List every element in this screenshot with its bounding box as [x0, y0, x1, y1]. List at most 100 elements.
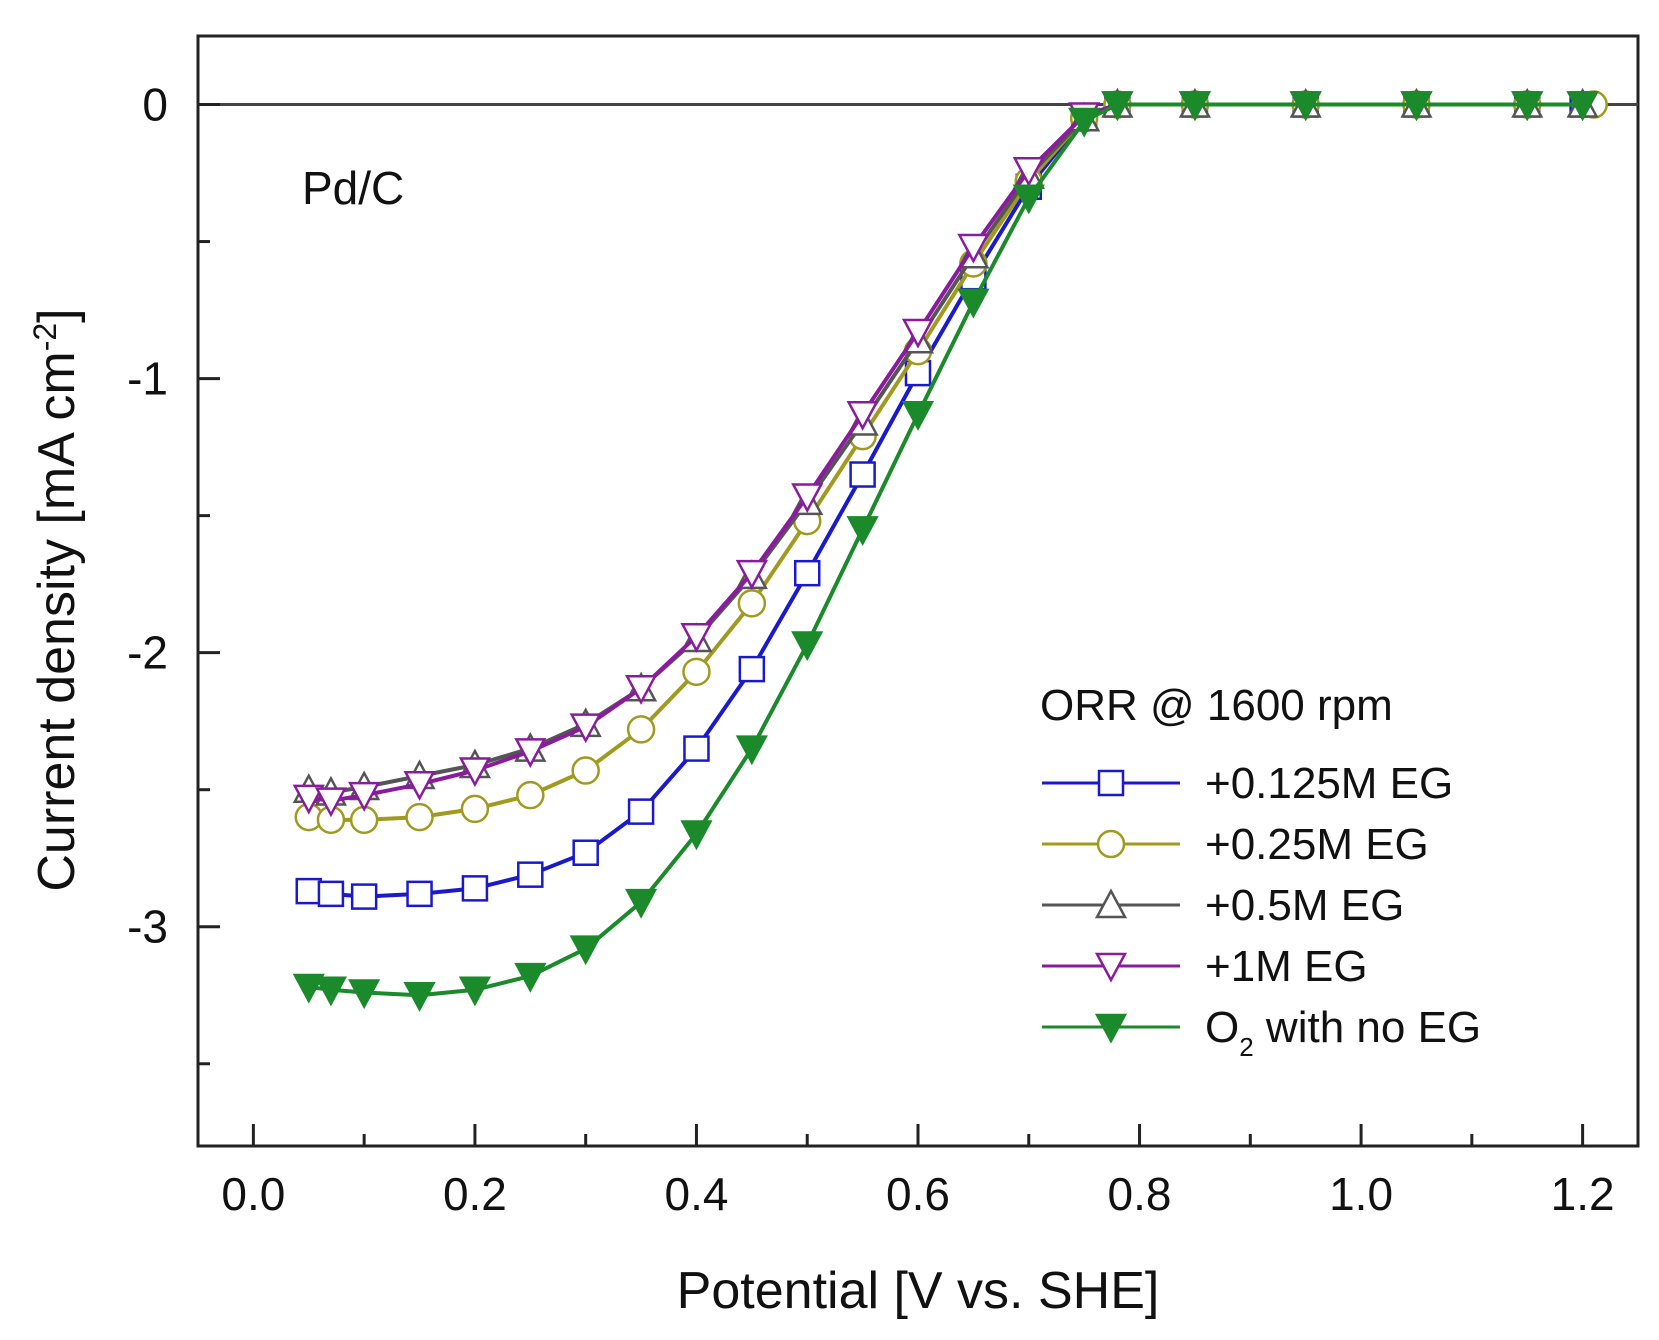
data-point	[735, 559, 768, 590]
data-point	[403, 770, 436, 801]
series-3	[292, 87, 1599, 806]
legend-marker	[1097, 769, 1125, 797]
legend-label: +0.25M EG	[1205, 820, 1429, 869]
data-point	[1101, 91, 1134, 122]
legend-entry: +0.5M EG	[1042, 881, 1404, 930]
y-tick-label: 0	[142, 79, 168, 131]
data-point	[517, 861, 544, 888]
data-point	[350, 883, 378, 910]
data-point	[461, 875, 489, 902]
data-point	[571, 756, 600, 785]
x-axis: 0.0 0.2 0.4 0.6 0.8 1.0 1.2	[221, 1124, 1615, 1220]
series-2	[294, 90, 1608, 835]
legend-marker	[1094, 888, 1128, 919]
data-point	[1566, 91, 1599, 122]
x-tick-label: 0.4	[664, 1168, 728, 1220]
x-tick-label: 0.2	[443, 1168, 507, 1220]
data-point	[683, 735, 710, 762]
legend-marker	[1096, 829, 1126, 859]
series-5	[292, 91, 1599, 1012]
data-point	[569, 935, 602, 966]
data-point	[791, 631, 824, 662]
data-point	[1289, 91, 1322, 122]
data-point	[1400, 91, 1433, 122]
legend-entry: +0.25M EG	[1042, 820, 1429, 869]
data-point	[1068, 107, 1101, 138]
y-tick-label: -3	[127, 901, 168, 953]
y-tick-label: -1	[127, 353, 168, 405]
legend-label: +1M EG	[1205, 942, 1368, 991]
data-point	[738, 655, 766, 683]
x-tick-label: 0.0	[221, 1168, 285, 1220]
legend-entry: +0.125M EG	[1042, 759, 1453, 808]
legend-label: O2 with no EG	[1205, 1003, 1481, 1062]
data-point	[735, 735, 768, 766]
data-point	[405, 802, 434, 832]
data-point	[348, 781, 381, 812]
data-point	[1178, 91, 1212, 122]
y-axis-title-sup: -2	[27, 323, 63, 351]
data-point	[292, 973, 325, 1004]
x-tick-label: 0.8	[1108, 1168, 1172, 1220]
data-point	[624, 888, 658, 919]
data-point	[791, 483, 824, 514]
y-axis-title-end: ]	[28, 308, 86, 322]
legend-marker	[1094, 952, 1128, 983]
data-point	[793, 559, 821, 587]
data-point	[403, 982, 436, 1012]
x-tick-label: 1.0	[1329, 1168, 1393, 1220]
data-point	[849, 461, 876, 488]
data-point	[458, 757, 492, 788]
x-axis-title: Potential [V vs. SHE]	[677, 1262, 1160, 1320]
data-point	[737, 589, 767, 618]
legend-entry: O2 with no EG	[1042, 1003, 1481, 1062]
legend-marker	[1094, 1013, 1128, 1044]
x-tick-label: 1.2	[1551, 1168, 1615, 1220]
data-point	[314, 787, 348, 818]
data-point	[846, 516, 879, 546]
data-point	[626, 715, 656, 744]
data-point	[314, 976, 348, 1007]
data-point	[292, 784, 325, 815]
data-point	[901, 400, 935, 431]
legend-title: ORR @ 1600 rpm	[1040, 681, 1393, 730]
data-point	[957, 233, 990, 264]
series-4	[292, 91, 1599, 818]
data-point	[680, 820, 713, 851]
data-point	[957, 288, 990, 319]
data-point	[572, 839, 599, 866]
data-point	[682, 657, 711, 687]
data-point	[680, 622, 713, 653]
data-point	[569, 713, 602, 744]
legend-entry: +1M EG	[1042, 942, 1368, 991]
x-tick-label: 0.6	[886, 1168, 950, 1220]
legend-label-rest: with no EG	[1254, 1003, 1481, 1052]
y-axis-title-main: Current density [mA cm	[28, 351, 86, 891]
data-point	[317, 880, 345, 908]
data-point	[1511, 91, 1544, 122]
series-line	[308, 102, 1594, 822]
legend-label: +0.125M EG	[1205, 759, 1453, 808]
y-axis: 0 -1 -2 -3	[127, 79, 220, 1066]
data-point	[627, 798, 655, 825]
data-point	[846, 400, 879, 431]
y-axis-title: Current density [mA cm-2]	[27, 308, 86, 891]
data-point	[516, 780, 545, 810]
data-point	[1012, 184, 1045, 215]
annotation-label: Pd/C	[302, 162, 404, 214]
legend-label-main: O	[1205, 1003, 1239, 1052]
legend-label: +0.5M EG	[1205, 881, 1404, 930]
data-point	[348, 979, 381, 1010]
data-point	[460, 794, 490, 824]
plot-frame	[196, 34, 1640, 1148]
data-point	[295, 877, 323, 905]
data-point	[458, 976, 492, 1007]
data-point	[514, 962, 547, 993]
series-layer	[292, 87, 1608, 1012]
data-point	[514, 738, 547, 768]
series-line	[308, 102, 1583, 998]
data-point	[624, 675, 658, 705]
data-point	[406, 880, 433, 908]
y-tick-label: -2	[127, 627, 168, 679]
